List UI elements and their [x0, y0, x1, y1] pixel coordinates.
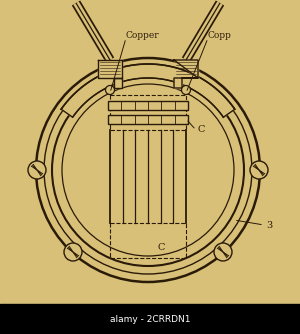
Polygon shape: [174, 60, 198, 88]
Bar: [108, 115, 188, 124]
Text: 3: 3: [266, 220, 272, 229]
Circle shape: [106, 86, 115, 95]
Circle shape: [214, 243, 232, 261]
Bar: [108, 101, 188, 110]
Polygon shape: [98, 60, 122, 88]
Text: C: C: [198, 126, 206, 135]
Circle shape: [64, 243, 82, 261]
Text: C: C: [158, 243, 165, 253]
Circle shape: [250, 161, 268, 179]
Circle shape: [28, 161, 46, 179]
Text: Copper: Copper: [126, 31, 160, 40]
Text: Copp: Copp: [208, 31, 232, 40]
Bar: [110, 223, 186, 258]
Circle shape: [182, 86, 190, 95]
Text: alamy - 2CRRDN1: alamy - 2CRRDN1: [110, 315, 190, 324]
Polygon shape: [61, 64, 235, 117]
Bar: [110, 95, 186, 130]
